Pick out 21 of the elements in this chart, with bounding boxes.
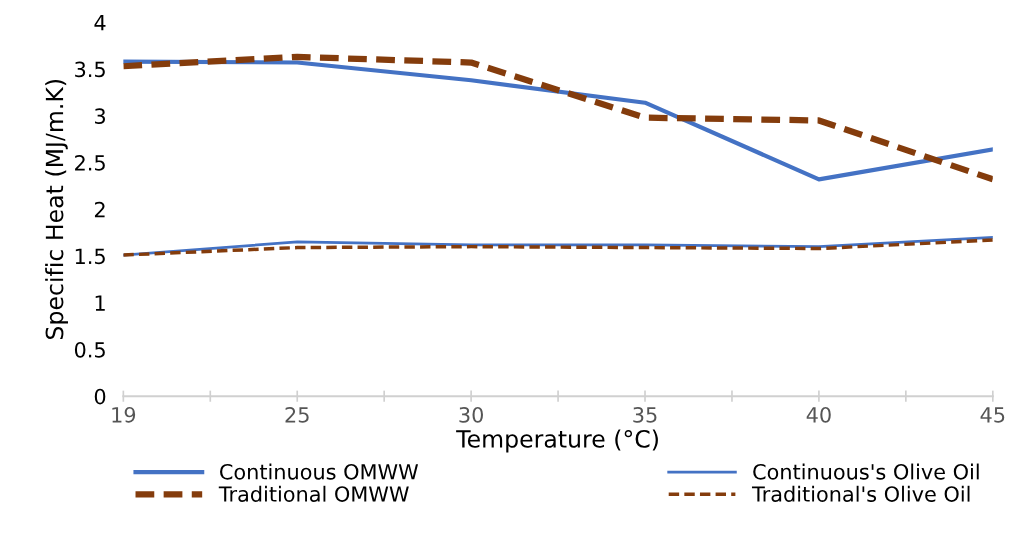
x-tick-label: 40 — [806, 406, 831, 423]
x-tick-label: 19 — [112, 406, 136, 423]
y-tick-label: 3 — [95, 108, 106, 124]
x-axis-title: Temperature (°C) — [456, 429, 658, 453]
y-tick-label: 0 — [94, 388, 106, 405]
y-tick-label: 1 — [95, 295, 105, 311]
y-tick-label: 4 — [94, 15, 106, 31]
y-tick-label: 1.5 — [75, 248, 105, 265]
legend-label: Continuous OMWW — [220, 463, 419, 480]
x-tick-label: 25 — [285, 406, 309, 423]
y-axis-title: Specific Heat (MJ/m.K) — [45, 79, 68, 339]
legend-label: Continuous's Olive Oil — [753, 463, 979, 480]
x-tick-label: 35 — [633, 406, 657, 423]
legend-label: Traditional's Olive Oil — [751, 485, 970, 502]
y-tick-label: 3.5 — [75, 61, 105, 78]
y-tick-label: 2 — [94, 201, 105, 218]
x-tick-label: 30 — [459, 406, 483, 423]
y-tick-label: 2.5 — [75, 154, 105, 171]
legend-label: Traditional OMWW — [218, 485, 409, 502]
x-tick-label: 45 — [980, 407, 1005, 423]
y-tick-label: 0.5 — [74, 341, 105, 358]
